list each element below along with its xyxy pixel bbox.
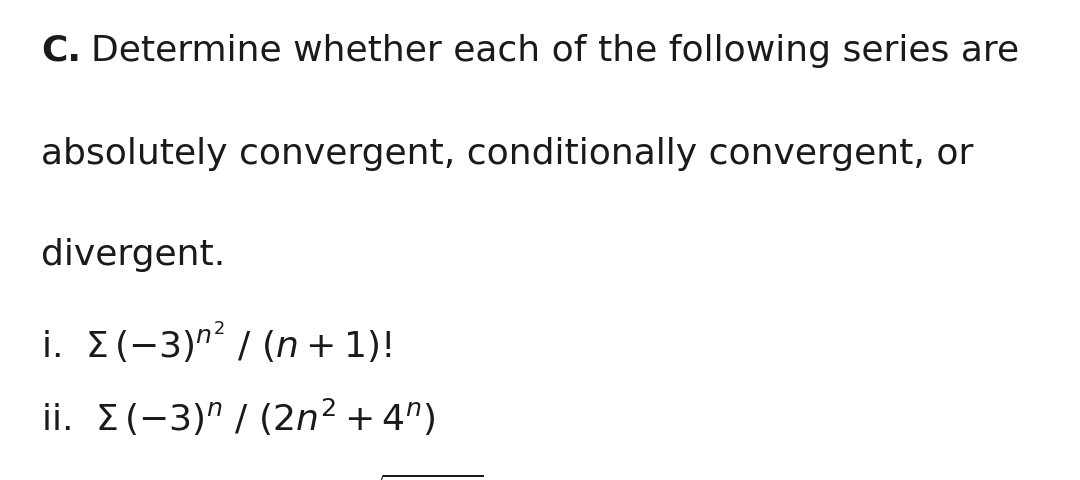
Text: absolutely convergent, conditionally convergent, or: absolutely convergent, conditionally con… (41, 137, 973, 171)
Text: C.: C. (41, 34, 81, 68)
Text: divergent.: divergent. (41, 238, 226, 272)
Text: ii.  $\Sigma\,(-3)^n\ /\ (2n^2+4^n)$: ii. $\Sigma\,(-3)^n\ /\ (2n^2+4^n)$ (41, 396, 435, 437)
Text: iii.  $\Sigma\,(-2)^n\ /\ (\ 2^n\cdot\sqrt{n+3}\ )$: iii. $\Sigma\,(-2)^n\ /\ (\ 2^n\cdot\sqr… (41, 470, 507, 480)
Text: i.  $\Sigma\,(-3)^{n^2}\ /\ (n+1)!$: i. $\Sigma\,(-3)^{n^2}\ /\ (n+1)!$ (41, 319, 391, 365)
Text: Determine whether each of the following series are: Determine whether each of the following … (91, 34, 1018, 68)
